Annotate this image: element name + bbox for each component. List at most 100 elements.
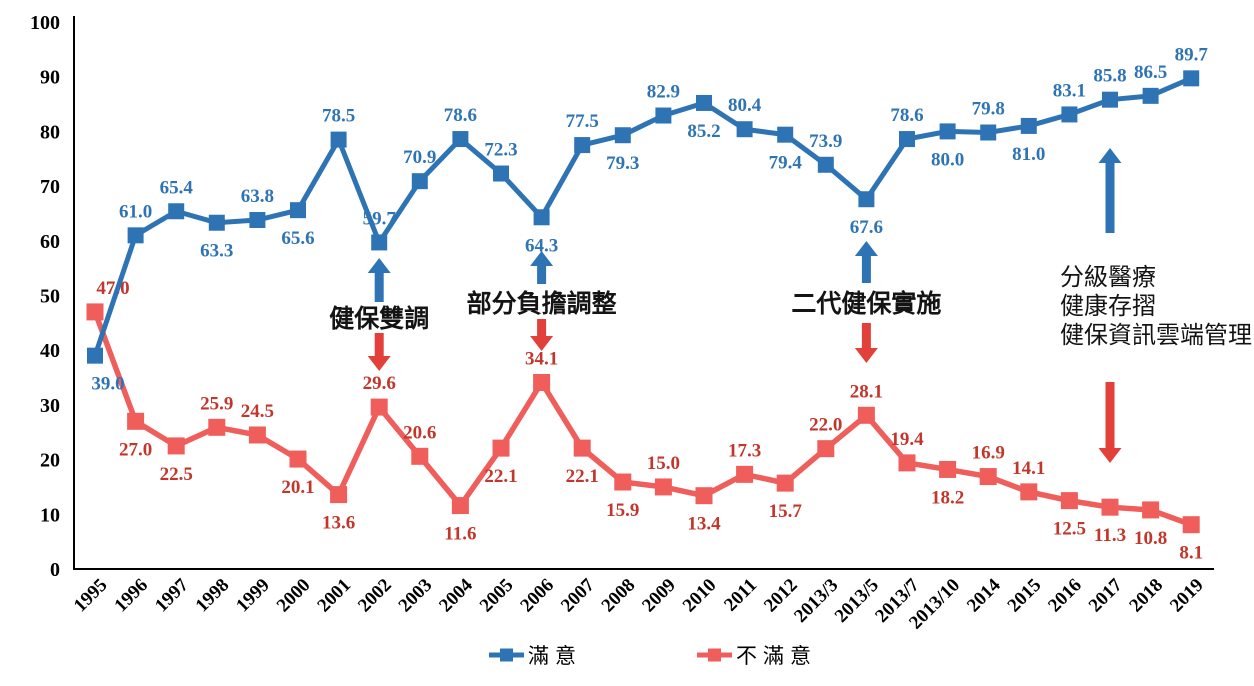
annotation-text-tiered-medical-care: 分級醫療 [1060,264,1156,291]
data-point-value-satisfied: 85.8 [1093,66,1126,87]
data-point-value-satisfied: 61.0 [119,201,152,222]
data-point-marker-satisfied [980,124,997,141]
data-point-value-satisfied: 81.0 [1012,144,1045,165]
data-point-marker-satisfied [1061,106,1078,123]
data-point-value-dissatisfied: 12.5 [1053,519,1086,540]
x-axis-tick-label: 2005 [476,575,518,617]
data-point-value-satisfied: 78.6 [890,105,923,126]
x-axis-tick-label: 2006 [516,575,558,617]
x-axis-tick-label: 2001 [313,575,355,617]
data-point-value-dissatisfied: 20.1 [281,477,314,498]
data-point-marker-dissatisfied [939,460,957,478]
y-axis-tick-label: 80 [40,121,60,143]
annotation-down-arrow-nhi-double-adjustment [367,333,391,371]
data-point-value-dissatisfied: 22.0 [809,415,842,436]
data-point-marker-dissatisfied [857,406,875,424]
data-point-marker-satisfied [1142,87,1159,104]
x-axis-tick-label: 2011 [720,575,761,616]
data-point-marker-satisfied [1020,117,1037,134]
data-point-marker-satisfied [452,131,469,148]
data-point-value-dissatisfied: 14.1 [1012,458,1045,479]
data-point-marker-dissatisfied [1101,498,1119,516]
data-point-value-satisfied: 65.4 [160,177,194,198]
x-axis-tick-label: 2004 [435,574,477,616]
legend-marker-satisfied [500,648,513,662]
data-point-marker-dissatisfied [248,426,266,444]
data-point-marker-satisfied [574,137,591,154]
data-point-value-dissatisfied: 25.9 [200,393,233,414]
data-point-marker-satisfied [127,227,144,244]
data-point-marker-dissatisfied [614,473,632,491]
data-point-value-dissatisfied: 24.5 [241,401,274,422]
data-point-marker-satisfied [614,127,631,144]
legend-label-satisfied: 滿意 [528,644,582,668]
data-point-marker-dissatisfied [654,478,672,496]
data-point-marker-satisfied [655,107,672,124]
data-point-marker-dissatisfied [330,486,348,504]
data-point-value-satisfied: 82.9 [647,82,680,103]
data-point-marker-dissatisfied [86,303,104,321]
annotation-up-arrow-nhi-double-adjustment [367,258,391,302]
annotation-up-arrow-tiered-medical-care [1098,148,1122,233]
data-point-value-dissatisfied: 22.1 [566,466,599,487]
data-point-value-satisfied: 78.6 [444,105,477,126]
data-point-value-satisfied: 80.0 [931,149,964,170]
x-axis-tick-label: 2013/3 [790,575,842,627]
data-point-marker-dissatisfied [979,468,997,486]
x-axis-tick-label: 2016 [1044,575,1086,617]
legend-marker-dissatisfied [708,648,721,662]
data-point-marker-satisfied [208,214,225,231]
data-point-marker-dissatisfied [1020,483,1038,501]
data-point-marker-dissatisfied [411,447,429,465]
x-axis-tick-label: 2008 [598,575,640,617]
data-point-value-dissatisfied: 34.1 [525,348,558,369]
data-point-marker-dissatisfied [573,439,591,457]
data-point-value-satisfied: 67.6 [850,217,883,238]
data-point-marker-dissatisfied [1182,516,1200,534]
data-point-value-dissatisfied: 27.0 [119,439,152,460]
data-point-value-dissatisfied: 29.6 [363,373,396,394]
annotation-down-arrow-tiered-medical-care [1098,382,1122,463]
data-point-marker-dissatisfied [695,487,713,505]
x-axis-tick-label: 2014 [963,574,1005,616]
data-point-marker-satisfied [330,131,347,148]
data-point-value-satisfied: 72.3 [484,140,517,161]
data-point-value-dissatisfied: 15.7 [769,501,803,522]
x-axis-tick-label: 2010 [679,575,721,617]
x-axis-tick-label: 2018 [1125,575,1167,617]
data-point-marker-satisfied [817,156,834,173]
legend-item-dissatisfied: 不滿意 [697,644,811,668]
data-point-value-dissatisfied: 16.9 [972,443,1005,464]
data-point-marker-satisfied [736,121,753,138]
data-point-marker-satisfied [1183,70,1200,87]
data-point-value-satisfied: 63.3 [200,241,233,262]
plot-area: 0102030405060708090100199519961997199819… [30,12,1252,634]
x-axis-tick-label: 1996 [110,575,152,617]
y-axis-tick-label: 70 [40,176,60,198]
y-axis-tick-label: 100 [30,12,60,34]
data-point-marker-satisfied [1102,91,1118,108]
x-axis-tick-label: 2003 [395,575,437,617]
data-point-value-dissatisfied: 22.5 [160,464,193,485]
annotation-down-arrow-second-generation-nhi [854,323,878,363]
data-point-marker-dissatisfied [1060,492,1078,510]
y-axis-tick-label: 40 [40,340,60,362]
data-point-value-satisfied: 64.3 [525,235,558,256]
x-axis-tick-label: 2000 [273,575,315,617]
x-axis-tick-label: 2017 [1085,574,1127,616]
data-point-marker-dissatisfied [167,437,185,455]
data-point-value-dissatisfied: 20.6 [403,422,436,443]
data-point-value-dissatisfied: 18.2 [931,487,964,508]
data-point-value-dissatisfied: 17.3 [728,440,761,461]
annotation-down-arrow-copayment-adjustment [530,319,554,351]
data-point-value-dissatisfied: 28.1 [850,381,883,402]
data-point-value-dissatisfied: 11.6 [444,524,476,545]
data-point-value-satisfied: 83.1 [1053,80,1086,101]
data-point-marker-dissatisfied [817,440,835,458]
data-point-marker-satisfied [249,212,266,229]
legend-item-satisfied: 滿意 [489,644,582,668]
data-point-marker-satisfied [696,94,712,111]
y-axis-tick-label: 10 [40,504,60,526]
annotation-text-second-generation-nhi: 二代健保實施 [791,289,941,318]
data-point-marker-satisfied [168,203,185,220]
